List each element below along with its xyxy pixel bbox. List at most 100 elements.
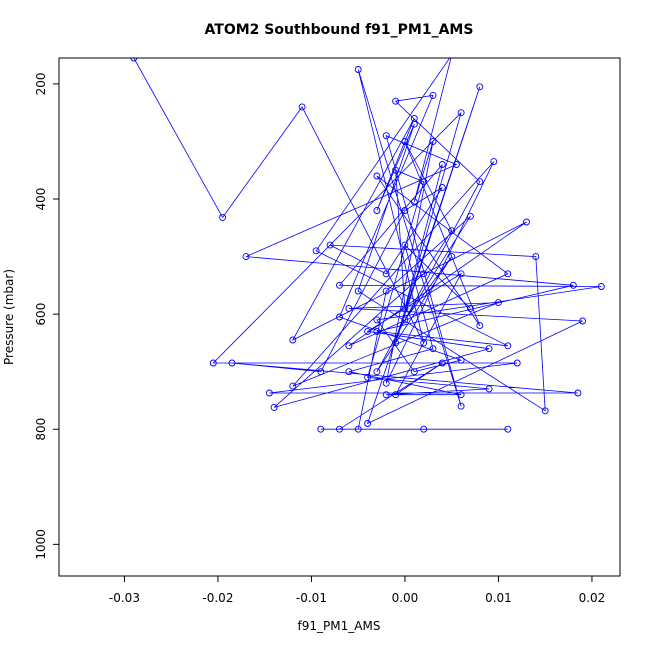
data-point-0-32 (401, 207, 409, 214)
data-point-0-44 (345, 342, 353, 350)
data-point-0-79 (420, 178, 428, 186)
data-point-0-4 (354, 66, 362, 73)
x-tick-label-3: 0.00 (392, 591, 419, 605)
x-tick-label-4: 0.01 (485, 591, 512, 605)
data-point-0-11 (504, 342, 512, 350)
data-point-0-56 (438, 359, 446, 367)
data-point-0-84 (345, 368, 353, 376)
data-point-0-86 (401, 241, 409, 249)
data-point-0-7 (452, 161, 460, 168)
data-point-0-12 (312, 247, 320, 255)
data-point-0-55 (392, 391, 400, 399)
data-point-0-54 (457, 270, 465, 278)
data-point-0-49 (448, 227, 456, 235)
chart-title: ATOM2 Southbound f91_PM1_AMS (205, 22, 474, 38)
x-tick-label-2: -0.01 (296, 591, 327, 605)
data-point-0-48 (401, 138, 409, 145)
data-point-0-36 (532, 253, 540, 261)
x-tick-label-5: 0.02 (579, 591, 606, 605)
data-point-0-66 (373, 368, 381, 376)
data-point-0-24 (392, 339, 400, 347)
data-point-0-31 (317, 368, 325, 376)
y-tick-label-1: 400 (34, 188, 48, 211)
data-point-0-61 (354, 425, 362, 433)
data-point-0-14 (410, 198, 418, 206)
data-point-0-72 (410, 368, 418, 376)
data-point-0-75 (336, 281, 343, 289)
data-point-0-51 (270, 403, 278, 411)
data-point-0-64 (401, 316, 409, 324)
data-point-0-35 (326, 241, 334, 249)
y-tick-label-2: 600 (34, 303, 48, 326)
data-point-0-57 (336, 425, 343, 433)
data-point-0-16 (382, 379, 390, 387)
data-point-0-2 (298, 103, 306, 111)
data-point-0-33 (438, 184, 446, 191)
data-point-0-3 (420, 339, 428, 347)
data-point-0-83 (457, 391, 465, 399)
data-point-0-58 (504, 425, 512, 433)
data-point-0-6 (382, 132, 390, 140)
data-point-0-43 (523, 218, 530, 226)
plot-frame (58, 57, 621, 577)
data-point-0-68 (392, 97, 400, 105)
data-point-0-67 (476, 178, 484, 186)
data-point-0-50 (420, 270, 428, 278)
data-point-0-40 (373, 207, 381, 214)
data-point-0-82 (382, 391, 390, 399)
data-point-0-25 (457, 109, 465, 117)
data-point-0-38 (354, 287, 362, 295)
data-point-0-5 (457, 402, 465, 410)
data-point-0-15 (429, 138, 437, 145)
x-axis: -0.03 -0.02 -0.01 0.00 0.01 0.02 (109, 576, 605, 605)
data-point-0-10 (373, 327, 381, 335)
data-point-0-70 (336, 313, 343, 321)
data-point-0-41 (410, 114, 418, 122)
y-tick-label-3: 800 (34, 418, 48, 441)
data-point-0-37 (541, 407, 549, 415)
data-point-0-20 (345, 304, 353, 312)
data-point-0-60 (420, 425, 428, 433)
data-point-0-18 (289, 382, 297, 390)
data-point-0-74 (597, 283, 605, 290)
data-point-0-9 (569, 281, 577, 289)
x-tick-label-1: -0.02 (202, 591, 233, 605)
x-axis-label: f91_PM1_AMS (298, 619, 381, 633)
data-point-0-77 (401, 304, 409, 312)
data-point-0-19 (494, 299, 502, 307)
data-point-0-73 (373, 316, 381, 324)
data-point-0-0 (130, 58, 138, 62)
data-point-0-27 (513, 359, 521, 367)
data-point-0-53 (364, 327, 372, 335)
data-point-0-28 (265, 389, 273, 397)
data-point-0-46 (373, 172, 381, 180)
data-point-0-63 (466, 212, 474, 220)
data-point-0-87 (466, 304, 474, 312)
data-point-0-59 (317, 425, 325, 433)
data-point-0-8 (242, 253, 250, 261)
data-point-0-80 (364, 373, 372, 381)
data-point-0-65 (448, 253, 456, 261)
data-point-0-47 (476, 322, 484, 330)
y-axis: 200 400 600 800 1000 (34, 72, 59, 560)
data-point-0-85 (429, 345, 437, 353)
data-point-0-21 (579, 317, 587, 325)
data-point-0-78 (392, 166, 400, 174)
data-point-0-69 (429, 91, 437, 99)
data-point-0-42 (289, 336, 297, 344)
data-layer (130, 58, 605, 433)
data-point-0-30 (228, 359, 236, 367)
data-point-0-23 (476, 83, 484, 91)
data-point-0-45 (504, 270, 512, 278)
data-point-0-17 (490, 158, 498, 166)
data-point-0-71 (457, 356, 465, 364)
data-point-0-26 (209, 359, 217, 367)
y-axis-label: Pressure (mbar) (2, 269, 16, 365)
y-tick-label-0: 200 (34, 72, 48, 95)
data-point-0-52 (485, 345, 493, 353)
data-point-0-22 (364, 420, 372, 427)
data-point-0-81 (485, 385, 493, 393)
